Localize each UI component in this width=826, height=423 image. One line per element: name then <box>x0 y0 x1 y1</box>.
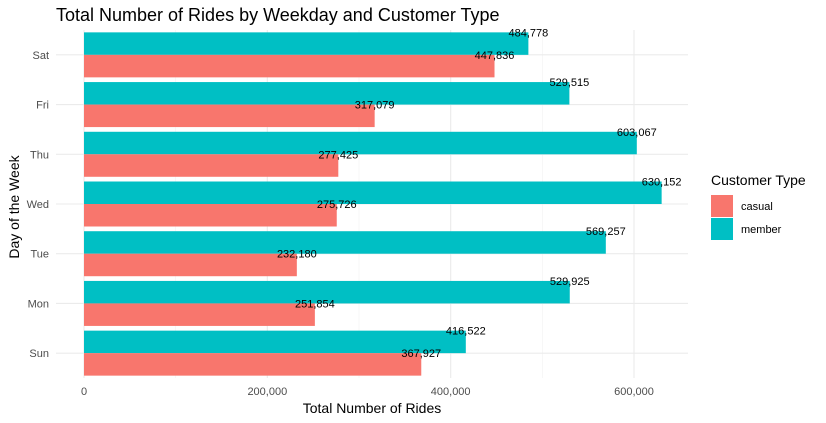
bar-member-sun <box>84 330 466 354</box>
data-label-casual-mon: 251,854 <box>295 298 335 310</box>
legend-key-member <box>711 218 733 240</box>
bar-casual-fri <box>84 104 375 128</box>
plot-area: 416,522 367,927 529,925 251,854 569,257 232,1… <box>27 27 688 398</box>
y-tick-label-sat: Sat <box>32 50 49 62</box>
x-axis-title: Total Number of Rides <box>303 400 442 416</box>
y-axis-title: Day of the Week <box>6 154 22 258</box>
x-tick-label: 0 <box>81 386 87 398</box>
bar-member-sat <box>84 32 529 55</box>
y-tick-label-mon: Mon <box>28 298 49 310</box>
legend: Customer Type casual member <box>711 172 806 240</box>
bar-casual-thu <box>84 154 339 177</box>
bar-member-wed <box>84 181 662 204</box>
legend-label-casual: casual <box>741 201 773 213</box>
y-tick-label-thu: Thu <box>30 149 49 161</box>
chart-title: Total Number of Rides by Weekday and Cus… <box>56 5 500 25</box>
y-tick-label-sun: Sun <box>29 348 49 360</box>
bars <box>84 32 662 376</box>
bar-casual-sat <box>84 54 495 78</box>
bar-casual-mon <box>84 303 315 326</box>
data-label-casual-sat: 447,836 <box>475 50 515 62</box>
bar-member-tue <box>84 231 606 254</box>
data-label-member-mon: 529,925 <box>550 276 590 288</box>
data-label-casual-sun: 367,927 <box>401 348 441 360</box>
legend-key-casual <box>711 195 733 217</box>
bar-casual-sun <box>84 353 422 376</box>
bar-casual-wed <box>84 204 337 227</box>
y-tick-label-tue: Tue <box>30 249 49 261</box>
data-label-casual-tue: 232,180 <box>277 249 317 261</box>
bar-casual-tue <box>84 253 297 277</box>
x-tick-label: 400,000 <box>431 386 471 398</box>
bar-member-fri <box>84 82 570 105</box>
y-axis-ticks: Sun Mon Tue Wed Thu Fri Sat <box>27 50 49 360</box>
data-label-casual-wed: 275,726 <box>317 199 357 211</box>
bar-member-mon <box>84 280 570 304</box>
data-label-member-wed: 630,152 <box>642 177 682 189</box>
y-tick-label-wed: Wed <box>27 199 49 211</box>
data-label-casual-thu: 277,425 <box>318 149 358 161</box>
data-label-member-sun: 416,522 <box>446 326 486 338</box>
data-label-casual-fri: 317,079 <box>355 100 395 112</box>
legend-label-member: member <box>741 224 782 236</box>
x-tick-label: 200,000 <box>247 386 287 398</box>
data-label-member-thu: 603,067 <box>617 127 657 139</box>
data-label-member-sat: 484,778 <box>508 27 548 39</box>
legend-title: Customer Type <box>711 172 806 188</box>
data-label-member-tue: 569,257 <box>586 226 626 238</box>
bar-member-thu <box>84 131 637 155</box>
y-tick-label-fri: Fri <box>36 100 49 112</box>
x-tick-label: 600,000 <box>614 386 654 398</box>
data-label-member-fri: 529,515 <box>550 77 590 89</box>
data-labels: 416,522 367,927 529,925 251,854 569,257 232,1… <box>277 27 682 360</box>
x-axis-ticks: 0 200,000 400,000 600,000 <box>81 386 654 398</box>
